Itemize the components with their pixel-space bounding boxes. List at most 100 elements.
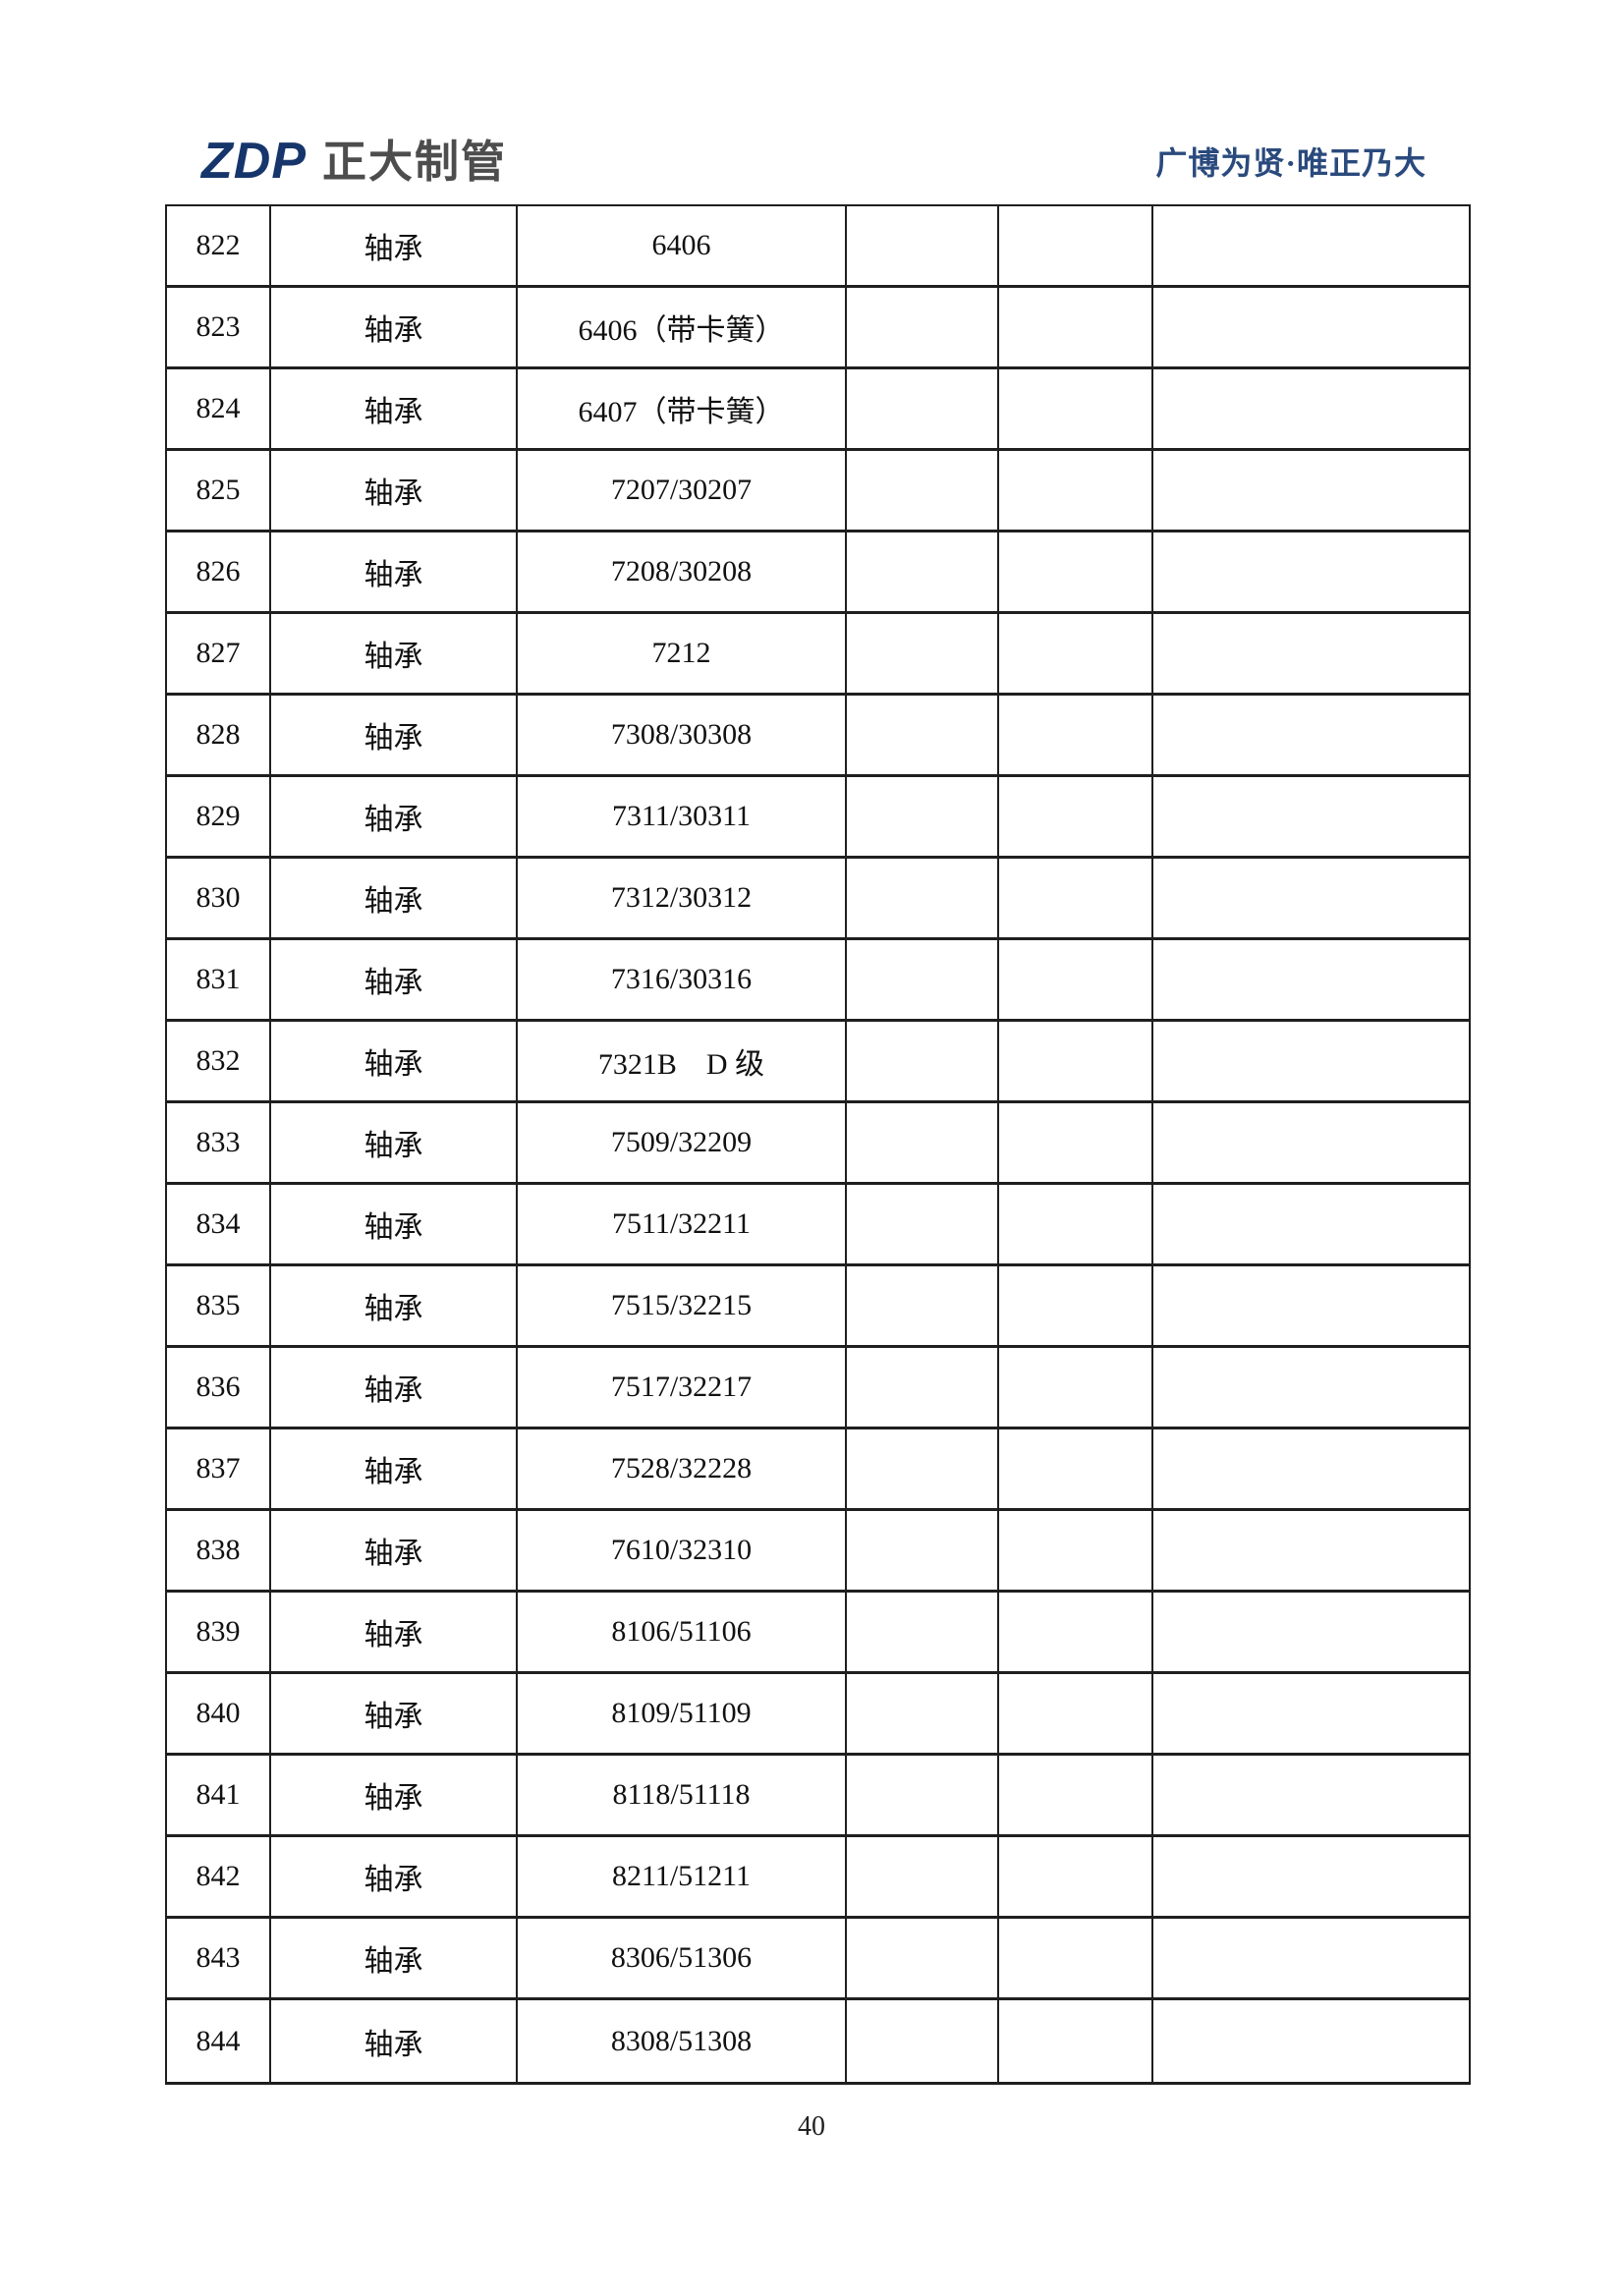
cell-row-index: 844 [167, 2000, 271, 2082]
cell-empty-2 [999, 369, 1153, 448]
cell-row-index: 835 [167, 1266, 271, 1345]
cell-part-category: 轴承 [271, 859, 518, 937]
page-number: 40 [798, 2111, 825, 2142]
cell-part-category: 轴承 [271, 1837, 518, 1916]
table-row: 824 轴承 6407（带卡簧） [167, 369, 1469, 451]
cell-empty-3 [1153, 1185, 1469, 1263]
logo-company-name: 正大制管 [322, 136, 508, 187]
cell-empty-3 [1153, 288, 1469, 366]
cell-empty-2 [999, 1756, 1153, 1834]
cell-empty-3 [1153, 1674, 1469, 1753]
cell-empty-1 [847, 451, 999, 530]
cell-part-model: 6407（带卡簧） [518, 369, 847, 448]
cell-part-category: 轴承 [271, 1103, 518, 1182]
cell-empty-3 [1153, 451, 1469, 530]
cell-part-model: 7610/32310 [518, 1511, 847, 1590]
logo-zdp-mark: ZDP [201, 133, 307, 190]
cell-empty-2 [999, 777, 1153, 856]
cell-empty-2 [999, 1022, 1153, 1100]
cell-row-index: 830 [167, 859, 271, 937]
cell-empty-1 [847, 1593, 999, 1671]
cell-empty-2 [999, 451, 1153, 530]
cell-empty-1 [847, 1266, 999, 1345]
table-row: 838 轴承 7610/32310 [167, 1511, 1469, 1593]
cell-part-category: 轴承 [271, 940, 518, 1019]
cell-part-category: 轴承 [271, 1674, 518, 1753]
cell-empty-2 [999, 206, 1153, 285]
cell-empty-1 [847, 614, 999, 693]
table-row: 840 轴承 8109/51109 [167, 1674, 1469, 1756]
table-row: 839 轴承 8106/51106 [167, 1593, 1469, 1674]
cell-part-category: 轴承 [271, 1185, 518, 1263]
cell-part-model: 7311/30311 [518, 777, 847, 856]
cell-empty-2 [999, 532, 1153, 611]
cell-empty-1 [847, 1103, 999, 1182]
cell-part-model: 7308/30308 [518, 696, 847, 774]
cell-empty-3 [1153, 1266, 1469, 1345]
table-row: 830 轴承 7312/30312 [167, 859, 1469, 940]
cell-row-index: 822 [167, 206, 271, 285]
cell-part-model: 7316/30316 [518, 940, 847, 1019]
cell-empty-1 [847, 1429, 999, 1508]
table-row: 827 轴承 7212 [167, 614, 1469, 696]
cell-part-model: 6406（带卡簧） [518, 288, 847, 366]
table-row: 823 轴承 6406（带卡簧） [167, 288, 1469, 369]
cell-empty-3 [1153, 1511, 1469, 1590]
cell-row-index: 832 [167, 1022, 271, 1100]
cell-part-category: 轴承 [271, 451, 518, 530]
table-row: 825 轴承 7207/30207 [167, 451, 1469, 532]
table-row: 837 轴承 7528/32228 [167, 1429, 1469, 1511]
cell-part-model: 7321B D 级 [518, 1022, 847, 1100]
cell-empty-2 [999, 1185, 1153, 1263]
cell-empty-1 [847, 1022, 999, 1100]
cell-empty-3 [1153, 1103, 1469, 1182]
cell-part-model: 7312/30312 [518, 859, 847, 937]
cell-row-index: 841 [167, 1756, 271, 1834]
cell-empty-2 [999, 288, 1153, 366]
table-row: 833 轴承 7509/32209 [167, 1103, 1469, 1185]
cell-part-category: 轴承 [271, 206, 518, 285]
cell-row-index: 843 [167, 1919, 271, 1997]
table-row: 841 轴承 8118/51118 [167, 1756, 1469, 1837]
cell-empty-3 [1153, 940, 1469, 1019]
cell-part-model: 8308/51308 [518, 2000, 847, 2082]
cell-part-category: 轴承 [271, 1266, 518, 1345]
table-row: 829 轴承 7311/30311 [167, 777, 1469, 859]
cell-row-index: 842 [167, 1837, 271, 1916]
cell-empty-3 [1153, 614, 1469, 693]
cell-empty-3 [1153, 696, 1469, 774]
cell-empty-2 [999, 1266, 1153, 1345]
cell-part-category: 轴承 [271, 614, 518, 693]
cell-part-model: 8109/51109 [518, 1674, 847, 1753]
cell-empty-3 [1153, 1022, 1469, 1100]
cell-empty-2 [999, 1837, 1153, 1916]
cell-empty-3 [1153, 532, 1469, 611]
cell-empty-2 [999, 1103, 1153, 1182]
cell-row-index: 833 [167, 1103, 271, 1182]
cell-part-model: 7509/32209 [518, 1103, 847, 1182]
cell-part-model: 7517/32217 [518, 1348, 847, 1427]
cell-row-index: 837 [167, 1429, 271, 1508]
cell-part-category: 轴承 [271, 288, 518, 366]
table-row: 822 轴承 6406 [167, 206, 1469, 288]
cell-part-category: 轴承 [271, 532, 518, 611]
cell-empty-2 [999, 1348, 1153, 1427]
cell-empty-1 [847, 532, 999, 611]
cell-part-category: 轴承 [271, 1919, 518, 1997]
cell-empty-2 [999, 1593, 1153, 1671]
cell-part-model: 7511/32211 [518, 1185, 847, 1263]
cell-part-category: 轴承 [271, 369, 518, 448]
cell-part-category: 轴承 [271, 1756, 518, 1834]
cell-part-category: 轴承 [271, 1348, 518, 1427]
cell-empty-1 [847, 2000, 999, 2082]
cell-part-category: 轴承 [271, 1429, 518, 1508]
cell-empty-1 [847, 288, 999, 366]
company-logo: ZDP 正大制管 [201, 136, 507, 187]
table-row: 832 轴承 7321B D 级 [167, 1022, 1469, 1103]
cell-row-index: 826 [167, 532, 271, 611]
cell-part-category: 轴承 [271, 777, 518, 856]
cell-empty-3 [1153, 2000, 1469, 2082]
table-row: 844 轴承 8308/51308 [167, 2000, 1469, 2082]
table-row: 836 轴承 7517/32217 [167, 1348, 1469, 1429]
cell-empty-1 [847, 1674, 999, 1753]
